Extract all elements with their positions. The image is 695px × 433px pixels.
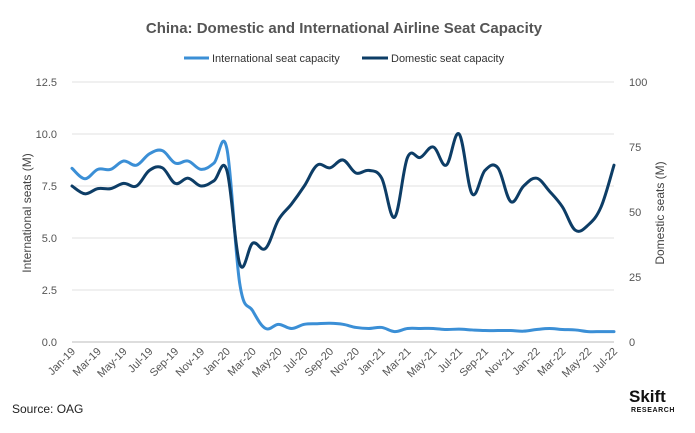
y-right-tick-label: 75 [629, 142, 641, 154]
x-tick-label: Nov-20 [328, 346, 362, 380]
y-axis-left-title: International seats (M) [20, 153, 34, 272]
gridlines [72, 81, 614, 343]
y-axis-right-ticks: 0 25 50 75 100 [629, 77, 647, 349]
legend-label-domestic: Domestic seat capacity [391, 53, 505, 65]
international-seat-capacity-line [70, 139, 616, 334]
x-axis-ticks: Jan-19Mar-19May-19Jul-19Sep-19Nov-19Jan-… [46, 346, 620, 380]
y-right-tick-label: 50 [629, 207, 641, 219]
y-right-tick-label: 0 [629, 337, 635, 349]
y-left-tick-label: 2.5 [42, 285, 57, 297]
skift-research-logo: Skift RESEARCH [629, 387, 675, 414]
logo-subtitle: RESEARCH [631, 407, 675, 414]
source-note: Source: OAG [12, 402, 83, 416]
logo-wordmark: Skift [629, 387, 666, 406]
legend: International seat capacity Domestic sea… [184, 53, 505, 65]
y-axis-right-title: Domestic seats (M) [653, 161, 667, 264]
y-left-tick-label: 0.0 [42, 337, 57, 349]
y-axis-left-ticks: 0.0 2.5 5.0 7.5 10.0 12.5 [36, 77, 57, 349]
y-left-tick-label: 10.0 [36, 129, 57, 141]
y-left-tick-label: 12.5 [36, 77, 57, 89]
y-right-tick-label: 100 [629, 77, 647, 89]
domestic-seat-capacity-line [70, 132, 616, 269]
x-tick-label: Jul-22 [590, 346, 620, 376]
chart-title: China: Domestic and International Airlin… [146, 20, 543, 37]
y-right-tick-label: 25 [629, 272, 641, 284]
series-lines [70, 132, 616, 334]
y-left-tick-label: 7.5 [42, 181, 57, 193]
y-left-tick-label: 5.0 [42, 233, 57, 245]
x-tick-label: Nov-21 [483, 346, 517, 380]
legend-label-international: International seat capacity [212, 53, 340, 65]
x-tick-label: Nov-19 [174, 346, 208, 380]
